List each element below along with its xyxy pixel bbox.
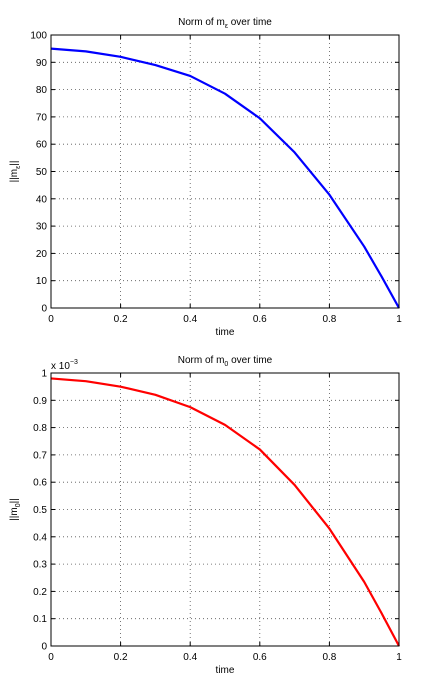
y-tick-label: 0 xyxy=(41,304,47,315)
y-tick-label: 30 xyxy=(36,222,48,233)
y-tick-label: 0.6 xyxy=(33,478,47,489)
x-tick-label: 0.6 xyxy=(253,314,267,325)
y-tick-label: 0.8 xyxy=(33,423,47,434)
x-tick-label: 0.6 xyxy=(253,652,267,663)
y-tick-label: 20 xyxy=(36,249,48,260)
chart-title: Norm of m0 over time xyxy=(178,355,273,368)
chart-title-subscript: ε xyxy=(225,23,228,30)
series-line xyxy=(50,47,400,309)
y-axis-label-suffix: || xyxy=(9,498,20,503)
chart-title-suffix: over time xyxy=(228,17,272,28)
x-tick-label: 0.4 xyxy=(183,652,197,663)
y-tick-label: 90 xyxy=(36,58,48,69)
y-tick-label: 0.2 xyxy=(33,587,47,598)
y-tick-label: 50 xyxy=(36,167,48,178)
y-tick-label: 0.3 xyxy=(33,560,47,571)
x-tick-label: 0.2 xyxy=(114,652,128,663)
x-tick-label: 0.8 xyxy=(322,652,336,663)
y-axis-label: ||m0|| xyxy=(9,498,22,521)
series-line xyxy=(50,377,400,647)
y-tick-label: 1 xyxy=(41,369,47,380)
x-tick-label: 0 xyxy=(48,314,54,325)
x-tick-label: 0.8 xyxy=(322,314,336,325)
x-tick-label: 1 xyxy=(396,652,402,663)
x-tick-label: 0.2 xyxy=(114,314,128,325)
y-axis-label-suffix: || xyxy=(9,161,20,166)
chart-panel-1: 0 0.2 0.4 0.6 0.8 10102030405060708090100Norm… xyxy=(9,17,402,338)
y-tick-label: 40 xyxy=(36,194,48,205)
y-tick-label: 100 xyxy=(30,31,47,42)
y-exponent-base: x 10 xyxy=(51,361,70,372)
y-axis-label: ||mε|| xyxy=(9,161,22,183)
y-tick-label: 70 xyxy=(36,112,48,123)
y-tick-label: 0.5 xyxy=(33,505,47,516)
y-axis-label-main: ||m xyxy=(9,169,20,183)
y-axis-label-main: ||m xyxy=(9,507,20,521)
y-tick-label: 0 xyxy=(41,642,47,653)
x-tick-label: 1 xyxy=(396,314,402,325)
y-tick-label: 80 xyxy=(36,85,48,96)
y-tick-label: 0.7 xyxy=(33,450,47,461)
y-axis-label-subscript: 0 xyxy=(15,503,22,507)
chart-title-subscript: 0 xyxy=(224,361,228,368)
y-exponent-label: x 10−3 xyxy=(51,359,78,372)
y-tick-label: 0.4 xyxy=(33,532,47,543)
x-tick-label: 0.4 xyxy=(183,314,197,325)
x-tick-label: 0 xyxy=(48,652,54,663)
chart-title: Norm of mε over time xyxy=(178,17,272,30)
x-axis-label: time xyxy=(216,327,235,338)
y-exponent-power: −3 xyxy=(70,359,78,366)
chart-panel-2: 0 0.2 0.4 0.6 0.8 1 0 0.1 0.2 0.3 0.4 0.5 0.6 0.7 0.8 0… xyxy=(9,355,402,676)
chart-title-main: Norm of m xyxy=(178,355,225,366)
y-tick-label: 60 xyxy=(36,140,48,151)
y-tick-label: 0.9 xyxy=(33,396,47,407)
y-tick-label: 10 xyxy=(36,276,48,287)
y-axis-label-subscript: ε xyxy=(15,166,22,169)
y-tick-label: 0.1 xyxy=(33,614,47,625)
chart-title-suffix: over time xyxy=(228,355,272,366)
x-axis-label: time xyxy=(216,665,235,676)
chart-title-main: Norm of m xyxy=(178,17,225,28)
